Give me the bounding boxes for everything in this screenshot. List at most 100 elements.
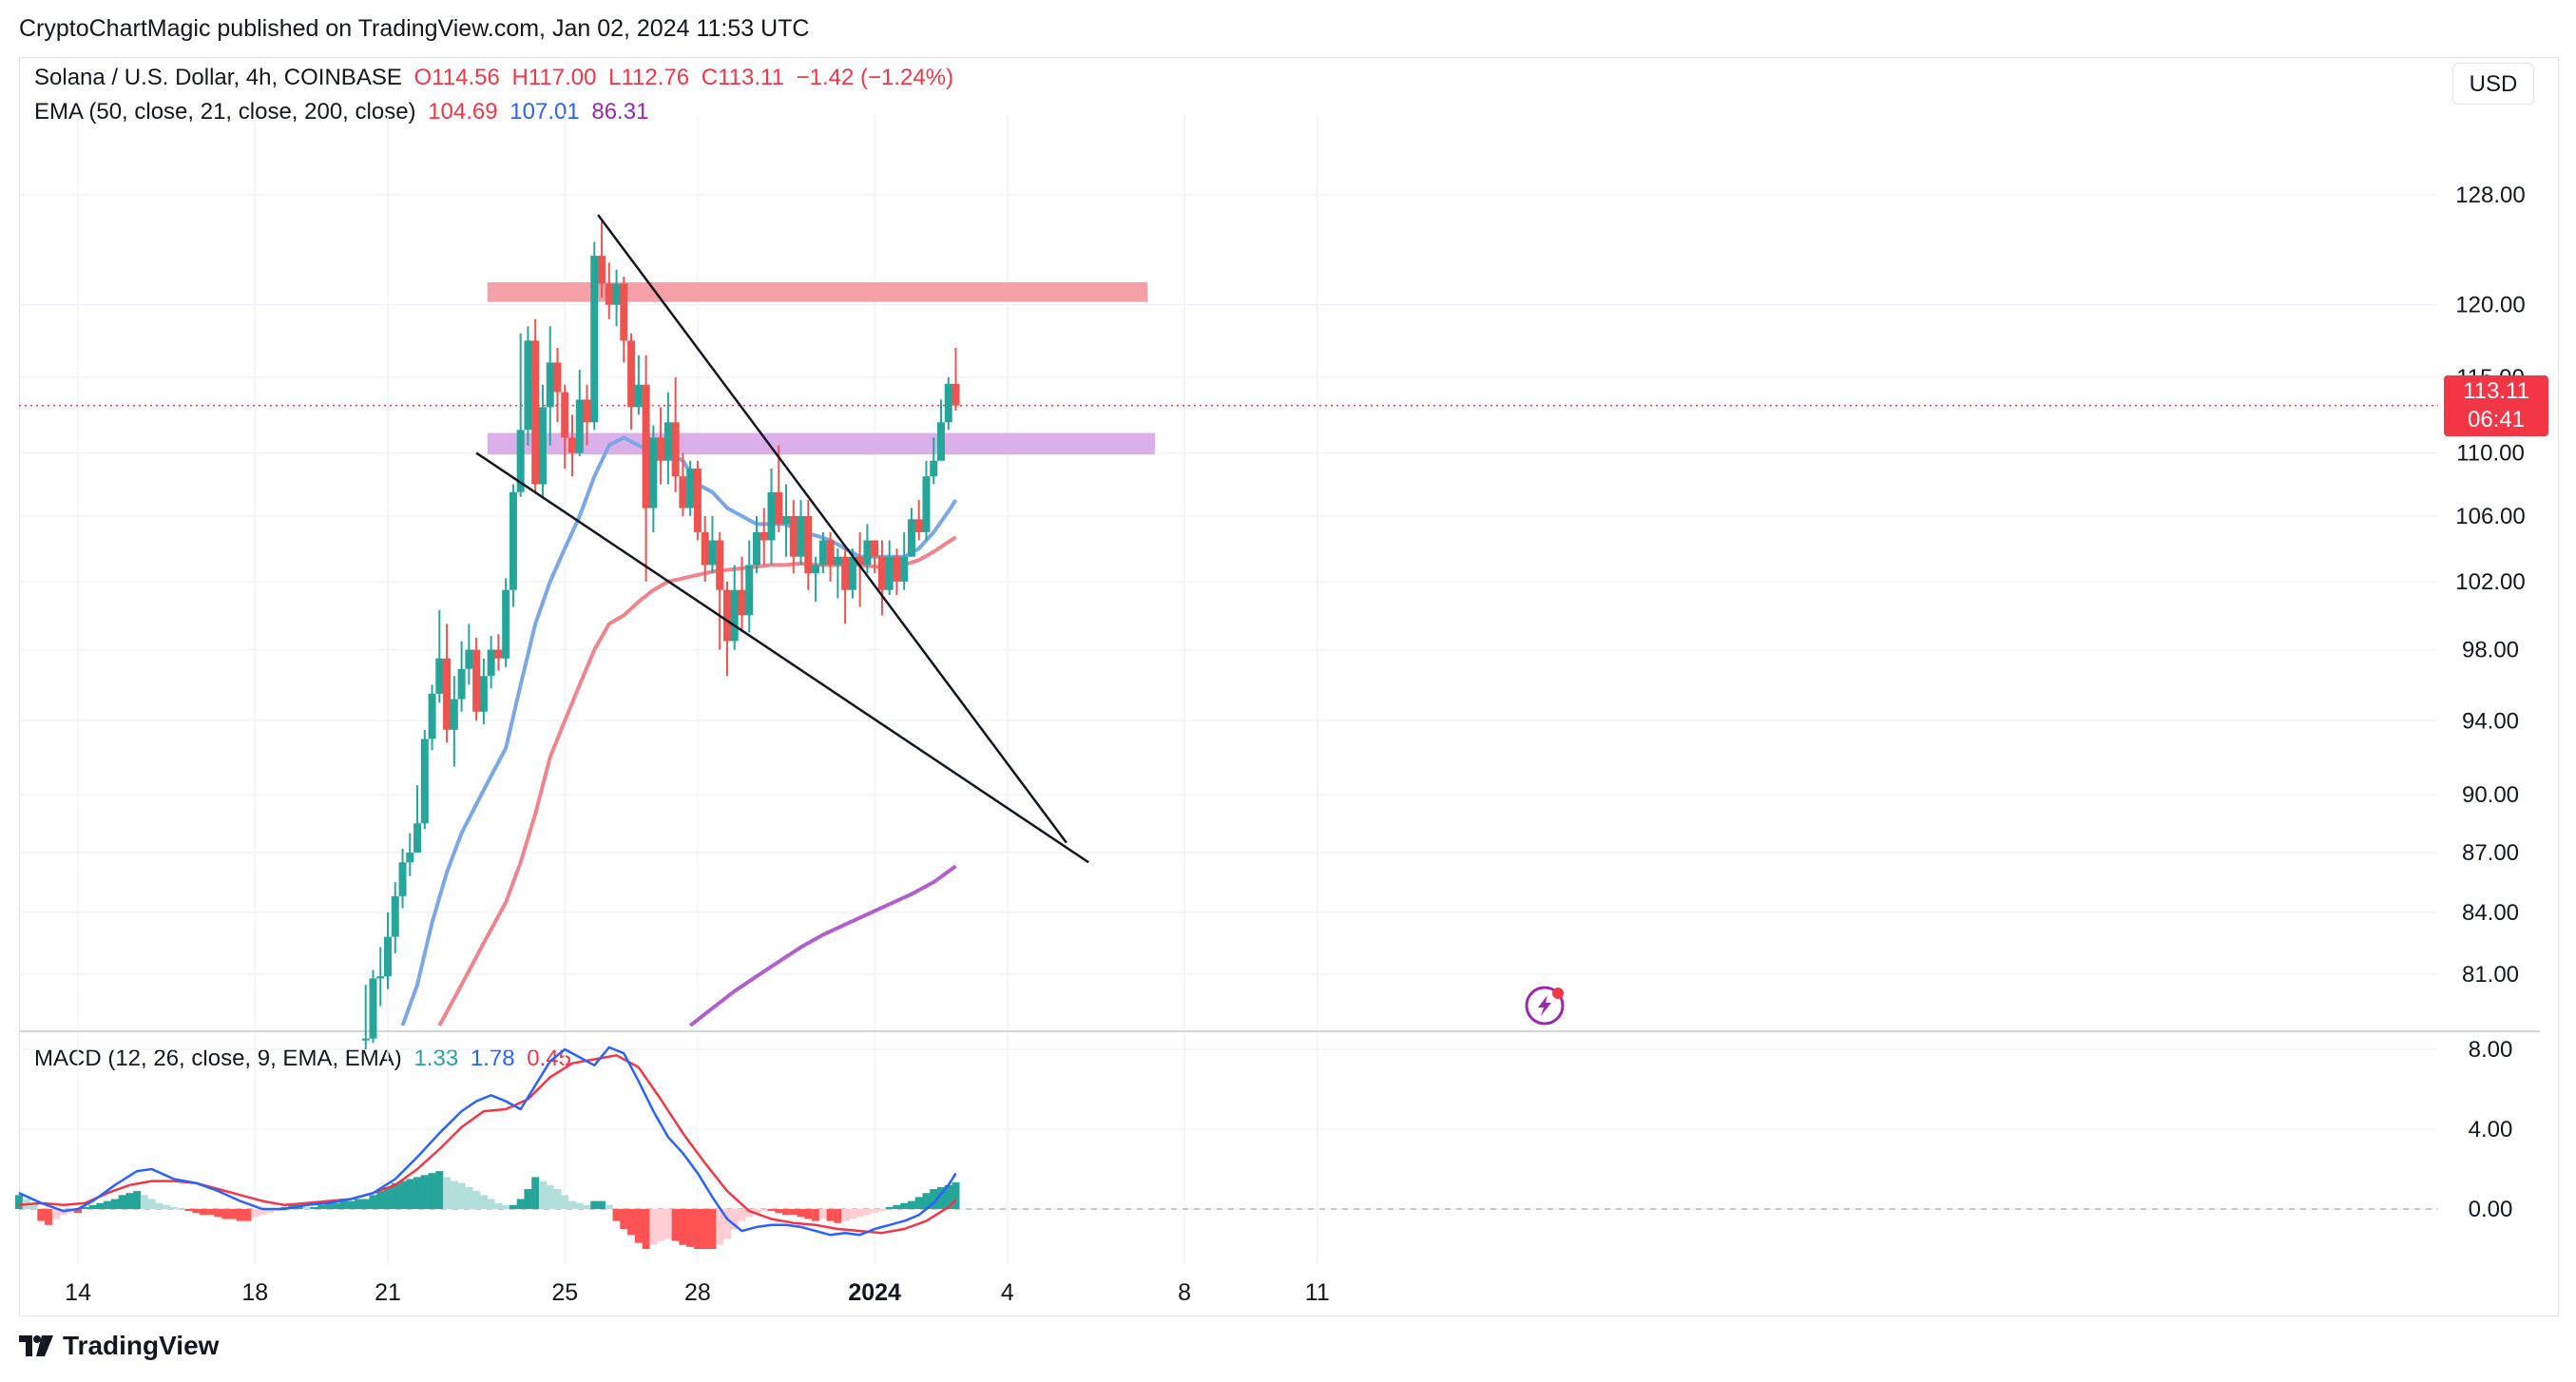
ema200-line — [688, 864, 957, 1027]
macd-histogram-bar — [642, 1209, 650, 1249]
candle-body — [384, 936, 392, 977]
resistance-zone — [487, 281, 1148, 302]
candle — [885, 540, 894, 596]
macd-histogram-bar — [812, 1209, 820, 1221]
macd-histogram-bar — [45, 1209, 53, 1225]
macd-signal-line — [18, 1054, 957, 1235]
macd-histogram-bar — [428, 1173, 436, 1209]
candle-body — [369, 978, 377, 1039]
macd-histogram-bar — [767, 1209, 776, 1212]
macd-histogram-bar — [184, 1209, 193, 1212]
candle-body — [598, 256, 606, 284]
macd-histogram-bar — [200, 1209, 207, 1216]
macd-histogram-bar — [177, 1209, 185, 1210]
macd-histogram-bar — [789, 1209, 798, 1216]
macd-histogram-bar — [531, 1177, 540, 1209]
candle-body — [649, 437, 658, 509]
candle-body — [701, 531, 709, 566]
candle-body — [863, 540, 872, 566]
candle-body — [789, 515, 798, 557]
ema-legend: EMA (50, close, 21, close, 200, close) 1… — [34, 99, 654, 125]
macd-histogram-bar — [339, 1200, 348, 1209]
candle-body — [435, 658, 444, 694]
time-tick-label: 8 — [1178, 1279, 1191, 1306]
macd-histogram-bar — [848, 1209, 856, 1219]
macd-histogram-bar — [524, 1189, 532, 1209]
candle-body — [841, 556, 850, 590]
macd-histogram-bar — [922, 1193, 931, 1209]
last-price-value: 113.11 — [2463, 377, 2529, 404]
price-tick-label: 110.00 — [2456, 441, 2525, 467]
currency-button[interactable]: USD — [2452, 63, 2534, 105]
candle — [369, 969, 377, 1044]
ema21-value: 107.01 — [509, 99, 580, 125]
candle-body — [406, 852, 414, 863]
macd-histogram-bar — [118, 1195, 126, 1209]
candle — [531, 318, 540, 492]
candles — [361, 221, 960, 1050]
price-tick-label: 84.00 — [2462, 900, 2519, 926]
candle — [634, 355, 643, 415]
macd-histogram-bar — [944, 1184, 952, 1209]
tradingview-logo[interactable]: TradingView — [19, 1331, 219, 1361]
flash-icon[interactable] — [1525, 986, 1565, 1026]
macd-histogram-bar — [583, 1204, 591, 1209]
candle-body — [871, 540, 879, 557]
macd-histogram-bar — [324, 1202, 333, 1209]
macd-histogram-bar — [450, 1180, 458, 1209]
candle — [877, 540, 886, 616]
candle-body — [561, 392, 569, 438]
candle — [782, 484, 791, 557]
macd-histogram-bar — [722, 1209, 731, 1239]
candle-body — [627, 340, 636, 408]
candle — [730, 565, 739, 650]
candle-body — [509, 491, 517, 590]
candle-body — [782, 515, 791, 525]
macd-histogram-bar — [88, 1204, 97, 1209]
macd-histogram-bar — [598, 1200, 606, 1209]
macd-histogram-bar — [302, 1206, 311, 1209]
price-tick-label: 106.00 — [2455, 504, 2525, 529]
candle-body — [671, 422, 680, 477]
candle-body — [553, 362, 562, 393]
trendlines — [475, 214, 1089, 864]
macd-histogram-bar — [435, 1171, 444, 1209]
candle — [863, 524, 872, 574]
macd-histogram-bar — [169, 1206, 178, 1209]
candle — [420, 729, 429, 830]
candle — [487, 636, 495, 689]
candle — [361, 985, 370, 1050]
candle — [413, 785, 422, 853]
macd-histogram-bar — [885, 1206, 894, 1209]
macd-tick-label: 4.00 — [2469, 1117, 2513, 1142]
candle-body — [944, 383, 952, 423]
macd-histogram-bar — [420, 1175, 429, 1209]
macd-histogram-bar — [701, 1209, 709, 1249]
price-zones — [19, 281, 2438, 455]
candle-body — [877, 556, 886, 590]
macd-histogram-bar — [877, 1209, 886, 1212]
candle-body — [663, 422, 672, 461]
candle-body — [855, 556, 864, 566]
candle — [583, 384, 591, 446]
price-tick-label: 128.00 — [2455, 182, 2525, 208]
macd-histogram-bar — [663, 1209, 672, 1239]
candle — [812, 556, 820, 603]
price-tick-label: 98.00 — [2462, 638, 2519, 663]
candle — [575, 370, 584, 456]
candle-body — [885, 556, 894, 590]
time-tick-label: 2024 — [848, 1279, 901, 1306]
candle-body — [679, 476, 687, 509]
macd-tick-label: 0.00 — [2469, 1197, 2513, 1222]
macd-histogram-bar — [214, 1209, 222, 1218]
candle — [502, 578, 510, 667]
candle — [745, 540, 754, 633]
candle-body — [767, 491, 776, 541]
candle-body — [634, 384, 643, 408]
candle-body — [494, 649, 503, 659]
macd-histogram-bar — [893, 1204, 901, 1209]
candle — [818, 531, 827, 574]
time-tick-label: 11 — [1305, 1279, 1330, 1306]
macd-histogram-bar — [575, 1202, 584, 1209]
candle-body — [804, 515, 813, 574]
